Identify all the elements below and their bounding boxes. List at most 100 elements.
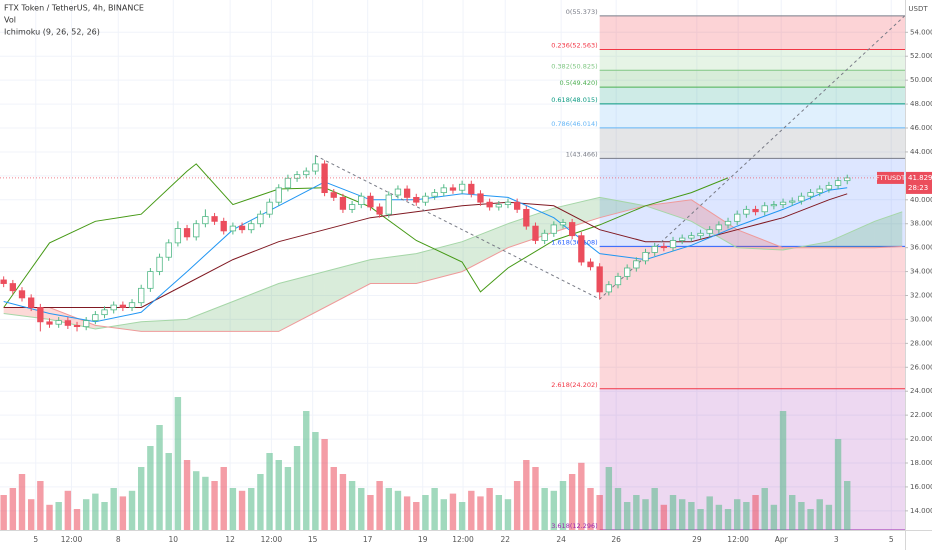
y-tick-label: 46.000 [910, 124, 932, 132]
x-tick-label: 12:00 [61, 535, 83, 544]
volume-bar [128, 490, 136, 530]
fib-zone [599, 87, 905, 104]
candle-body [138, 287, 145, 304]
candle-body [147, 271, 154, 289]
volume-bar [110, 488, 117, 530]
cloud [416, 241, 463, 284]
span-b-line [3, 199, 903, 332]
volume-bar [367, 495, 374, 530]
x-tick-label: 5 [889, 535, 894, 544]
x-tick-label: 12:00 [261, 535, 283, 544]
x-tick-label: 12 [225, 535, 235, 544]
candle-body [83, 320, 90, 328]
candle-body [596, 266, 603, 293]
cloud [599, 197, 646, 218]
volume-bar [257, 474, 264, 530]
volume-bar [9, 488, 17, 530]
volume-bar [550, 490, 558, 530]
candle-body [715, 224, 723, 231]
volume-bar [431, 488, 438, 530]
candle-body [92, 314, 99, 322]
x-tick-label: 15 [308, 535, 318, 544]
fib-zone [599, 127, 905, 159]
volume-bar [275, 460, 282, 530]
cloud [370, 253, 417, 284]
candle-body [238, 225, 246, 231]
x-tick-label: 10 [169, 535, 179, 544]
y-tick-label: 44.000 [910, 148, 932, 156]
y-tick-label: 20.000 [910, 435, 932, 443]
fib-zone [599, 15, 905, 50]
volume-bar [807, 509, 814, 530]
axis-unit: USDT [908, 5, 928, 13]
y-tick-label: 16.000 [910, 483, 932, 491]
fib-label: 0(55.373) [566, 8, 598, 16]
volume-bar [403, 496, 411, 530]
candle-body [724, 220, 732, 226]
volume-bar [37, 481, 44, 530]
fib-zone [599, 246, 905, 389]
candle-body [825, 185, 833, 190]
x-tick-label: Apr [775, 535, 789, 544]
volume-bar [449, 493, 457, 530]
volume-bar [0, 495, 7, 530]
cloud [507, 208, 554, 248]
candle-body [64, 320, 72, 326]
candle-body [513, 201, 521, 210]
volume-bar [504, 499, 512, 530]
cloud [324, 259, 371, 308]
candle-body [468, 183, 475, 195]
volume-bar [413, 502, 420, 530]
candle-body [101, 309, 108, 316]
volume-bar [82, 499, 90, 530]
volume-bar [440, 499, 447, 530]
volume-bar [156, 425, 163, 530]
candle-body [0, 279, 7, 284]
y-tick-label: 22.000 [910, 411, 932, 419]
cloud [95, 321, 142, 332]
volume-bar [532, 467, 539, 530]
indicator-label: Vol [4, 16, 16, 25]
volume-bar [798, 502, 805, 530]
cloud [874, 211, 903, 248]
volume-bar [27, 499, 35, 530]
candle-body [403, 188, 411, 198]
candle-body [449, 187, 457, 191]
candle-body [9, 283, 16, 292]
candle-body [440, 187, 447, 194]
candle-body [679, 237, 686, 241]
cloud [141, 319, 188, 332]
candle-body [165, 242, 172, 258]
candle-body [587, 261, 594, 268]
volume-bar [761, 488, 768, 530]
volume-bar [220, 467, 227, 530]
candle-body [156, 256, 163, 272]
volume-bar [587, 488, 594, 530]
volume-bar [495, 495, 503, 530]
x-tick-label: 19 [418, 535, 428, 544]
candle-body [550, 224, 557, 234]
volume-bar [183, 460, 191, 530]
candle-body [248, 223, 255, 231]
volume-bar [165, 453, 172, 530]
candle-body [330, 192, 337, 198]
cloud [278, 271, 325, 332]
candle-body [128, 302, 136, 308]
volume-bar [266, 453, 273, 530]
fib-label: 1(43.466) [566, 150, 598, 158]
cloud [828, 221, 875, 248]
y-tick-label: 14.000 [910, 507, 932, 515]
volume-bar [193, 471, 200, 530]
volume-bar [468, 490, 475, 530]
x-tick-label: 8 [116, 535, 121, 544]
volume-bar [385, 488, 392, 530]
candle-body [229, 225, 237, 232]
trend-line [315, 15, 906, 300]
candle-body [312, 163, 319, 172]
volume-bar [238, 490, 246, 530]
y-tick-label: 28.000 [910, 339, 932, 347]
volume-bar [422, 495, 429, 530]
volume-bar [743, 502, 750, 530]
